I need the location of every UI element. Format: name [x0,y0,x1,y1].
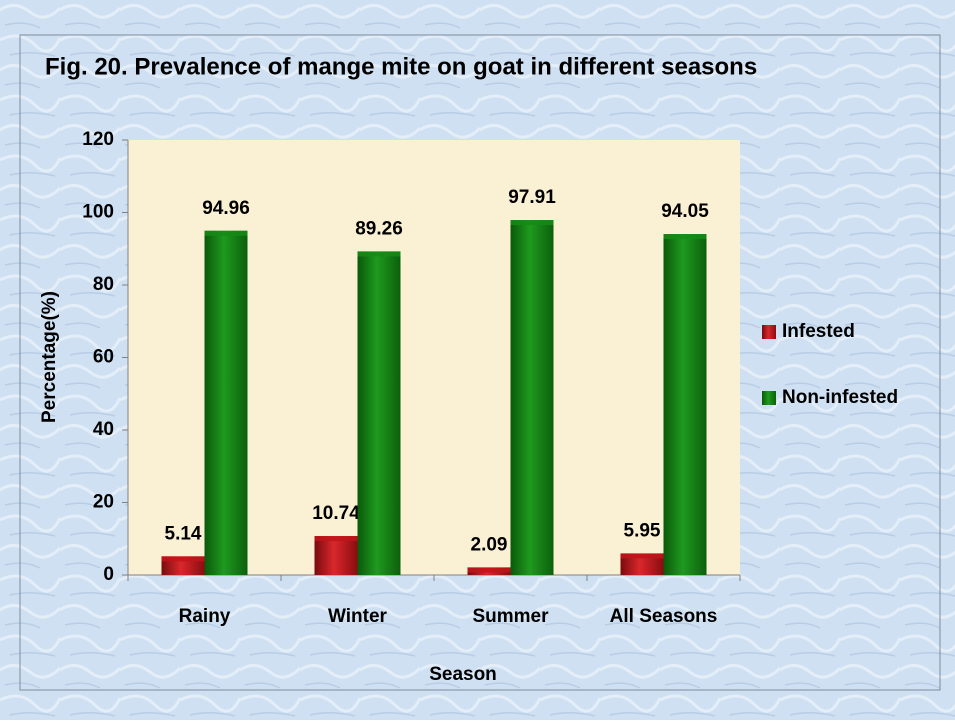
y-tick-label: 20 [93,492,114,513]
data-label: 97.91 [508,187,556,208]
data-label: 10.74 [312,503,360,524]
bar [204,230,248,575]
bar-cap [357,251,401,257]
data-label: 94.05 [661,201,709,222]
legend-swatch [762,325,776,339]
data-label: 5.95 [624,520,661,541]
data-label: 5.14 [165,523,202,544]
chart-title: Fig. 20. Prevalence of mange mite on goa… [45,53,757,80]
data-label: 89.26 [355,218,403,239]
y-tick-label: 80 [93,274,114,295]
x-tick-label: Summer [472,606,549,627]
data-label: 2.09 [471,534,508,555]
y-tick-label: 40 [93,419,114,440]
bar-cap [663,234,707,240]
bar-cap [314,536,358,542]
bar [510,220,554,576]
y-tick-label: 100 [82,202,114,223]
legend-label: Non-infested [782,387,898,408]
data-label: 94.96 [202,198,250,219]
bar [620,553,664,575]
legend-swatch [762,391,776,405]
x-tick-label: Rainy [179,606,231,627]
y-tick-label: 60 [93,347,114,368]
y-tick-label: 120 [82,129,114,150]
bar [314,536,358,575]
frame [19,34,941,691]
y-tick-label: 0 [103,564,114,585]
x-tick-label: Winter [328,606,388,627]
bar-cap [204,230,248,236]
bar-cap [510,220,554,226]
bar [663,234,707,575]
x-axis-title: Season [429,664,497,685]
bar-cap [620,553,664,559]
x-tick-label: All Seasons [610,606,718,627]
bar-cap [161,556,205,562]
y-axis-title: Percentage(%) [39,291,60,423]
bar-cap [467,567,511,573]
legend-label: Infested [782,321,855,342]
bar [357,251,401,575]
